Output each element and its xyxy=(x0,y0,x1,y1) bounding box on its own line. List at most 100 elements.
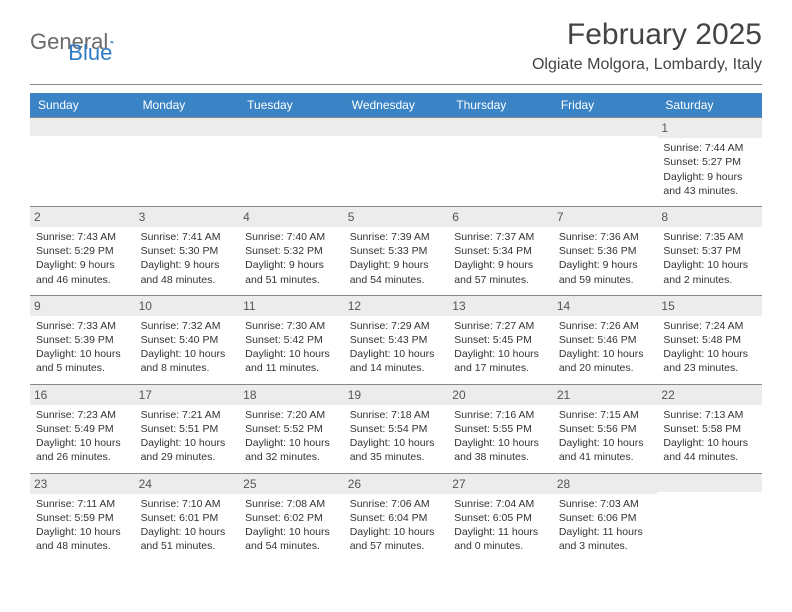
sunrise-text: Sunrise: 7:33 AM xyxy=(36,319,129,333)
calendar-cell: 20Sunrise: 7:16 AMSunset: 5:55 PMDayligh… xyxy=(448,384,553,473)
sunset-text: Sunset: 5:33 PM xyxy=(350,244,443,258)
sunset-text: Sunset: 5:42 PM xyxy=(245,333,338,347)
daylight2-text: and 23 minutes. xyxy=(663,361,756,375)
empty-day xyxy=(239,117,344,136)
daylight1-text: Daylight: 9 hours xyxy=(559,258,652,272)
calendar-cell: 12Sunrise: 7:29 AMSunset: 5:43 PMDayligh… xyxy=(344,295,449,384)
day-number: 28 xyxy=(553,473,658,494)
calendar-cell xyxy=(239,117,344,206)
sunrise-text: Sunrise: 7:06 AM xyxy=(350,497,443,511)
daylight2-text: and 59 minutes. xyxy=(559,273,652,287)
header: General Blue February 2025 Olgiate Molgo… xyxy=(0,0,792,80)
daylight1-text: Daylight: 9 hours xyxy=(141,258,234,272)
daylight1-text: Daylight: 10 hours xyxy=(36,436,129,450)
sunrise-text: Sunrise: 7:20 AM xyxy=(245,408,338,422)
daylight2-text: and 20 minutes. xyxy=(559,361,652,375)
daylight1-text: Daylight: 10 hours xyxy=(245,347,338,361)
calendar-cell: 8Sunrise: 7:35 AMSunset: 5:37 PMDaylight… xyxy=(657,206,762,295)
calendar-cell xyxy=(448,117,553,206)
sunset-text: Sunset: 5:58 PM xyxy=(663,422,756,436)
daylight2-text: and 35 minutes. xyxy=(350,450,443,464)
daylight2-text: and 14 minutes. xyxy=(350,361,443,375)
day-number: 23 xyxy=(30,473,135,494)
sunrise-text: Sunrise: 7:35 AM xyxy=(663,230,756,244)
day-number: 17 xyxy=(135,384,240,405)
day-number: 19 xyxy=(344,384,449,405)
logo-text-blue: Blue xyxy=(68,40,112,66)
sunset-text: Sunset: 5:32 PM xyxy=(245,244,338,258)
sunrise-text: Sunrise: 7:29 AM xyxy=(350,319,443,333)
empty-day xyxy=(30,117,135,136)
calendar-cell: 28Sunrise: 7:03 AMSunset: 6:06 PMDayligh… xyxy=(553,473,658,562)
sunset-text: Sunset: 5:34 PM xyxy=(454,244,547,258)
sunrise-text: Sunrise: 7:18 AM xyxy=(350,408,443,422)
calendar-cell: 26Sunrise: 7:06 AMSunset: 6:04 PMDayligh… xyxy=(344,473,449,562)
sunrise-text: Sunrise: 7:24 AM xyxy=(663,319,756,333)
divider xyxy=(30,84,762,85)
calendar-cell: 22Sunrise: 7:13 AMSunset: 5:58 PMDayligh… xyxy=(657,384,762,473)
daylight1-text: Daylight: 9 hours xyxy=(663,170,756,184)
sunset-text: Sunset: 6:05 PM xyxy=(454,511,547,525)
sunset-text: Sunset: 6:06 PM xyxy=(559,511,652,525)
calendar-cell: 11Sunrise: 7:30 AMSunset: 5:42 PMDayligh… xyxy=(239,295,344,384)
empty-day xyxy=(657,473,762,492)
calendar-cell: 27Sunrise: 7:04 AMSunset: 6:05 PMDayligh… xyxy=(448,473,553,562)
daylight2-text: and 5 minutes. xyxy=(36,361,129,375)
weekday-header: Wednesday xyxy=(344,93,449,117)
day-number: 16 xyxy=(30,384,135,405)
day-number: 21 xyxy=(553,384,658,405)
day-number: 4 xyxy=(239,206,344,227)
sunrise-text: Sunrise: 7:04 AM xyxy=(454,497,547,511)
daylight1-text: Daylight: 10 hours xyxy=(245,525,338,539)
daylight2-text: and 57 minutes. xyxy=(454,273,547,287)
daylight2-text: and 54 minutes. xyxy=(245,539,338,553)
daylight2-text: and 3 minutes. xyxy=(559,539,652,553)
sunset-text: Sunset: 5:37 PM xyxy=(663,244,756,258)
daylight1-text: Daylight: 9 hours xyxy=(36,258,129,272)
sunrise-text: Sunrise: 7:37 AM xyxy=(454,230,547,244)
sunrise-text: Sunrise: 7:40 AM xyxy=(245,230,338,244)
daylight1-text: Daylight: 10 hours xyxy=(454,347,547,361)
daylight1-text: Daylight: 10 hours xyxy=(559,347,652,361)
sunset-text: Sunset: 5:36 PM xyxy=(559,244,652,258)
calendar-cell: 7Sunrise: 7:36 AMSunset: 5:36 PMDaylight… xyxy=(553,206,658,295)
sunrise-text: Sunrise: 7:23 AM xyxy=(36,408,129,422)
daylight2-text: and 43 minutes. xyxy=(663,184,756,198)
sunrise-text: Sunrise: 7:10 AM xyxy=(141,497,234,511)
day-number: 25 xyxy=(239,473,344,494)
calendar-cell: 9Sunrise: 7:33 AMSunset: 5:39 PMDaylight… xyxy=(30,295,135,384)
calendar-cell xyxy=(344,117,449,206)
daylight2-text: and 32 minutes. xyxy=(245,450,338,464)
daylight2-text: and 44 minutes. xyxy=(663,450,756,464)
daylight1-text: Daylight: 10 hours xyxy=(141,525,234,539)
daylight2-text: and 48 minutes. xyxy=(141,273,234,287)
daylight2-text: and 11 minutes. xyxy=(245,361,338,375)
daylight1-text: Daylight: 10 hours xyxy=(245,436,338,450)
sunset-text: Sunset: 5:27 PM xyxy=(663,155,756,169)
sunrise-text: Sunrise: 7:43 AM xyxy=(36,230,129,244)
day-number: 24 xyxy=(135,473,240,494)
sunset-text: Sunset: 5:29 PM xyxy=(36,244,129,258)
daylight1-text: Daylight: 11 hours xyxy=(559,525,652,539)
calendar-cell xyxy=(553,117,658,206)
calendar-cell: 14Sunrise: 7:26 AMSunset: 5:46 PMDayligh… xyxy=(553,295,658,384)
daylight1-text: Daylight: 10 hours xyxy=(350,525,443,539)
daylight2-text: and 51 minutes. xyxy=(245,273,338,287)
daylight2-text: and 29 minutes. xyxy=(141,450,234,464)
calendar-cell: 3Sunrise: 7:41 AMSunset: 5:30 PMDaylight… xyxy=(135,206,240,295)
sunset-text: Sunset: 5:43 PM xyxy=(350,333,443,347)
sunset-text: Sunset: 5:59 PM xyxy=(36,511,129,525)
day-number: 7 xyxy=(553,206,658,227)
sunrise-text: Sunrise: 7:11 AM xyxy=(36,497,129,511)
calendar-cell: 21Sunrise: 7:15 AMSunset: 5:56 PMDayligh… xyxy=(553,384,658,473)
sunrise-text: Sunrise: 7:16 AM xyxy=(454,408,547,422)
day-number: 10 xyxy=(135,295,240,316)
calendar-cell: 25Sunrise: 7:08 AMSunset: 6:02 PMDayligh… xyxy=(239,473,344,562)
day-number: 1 xyxy=(657,117,762,138)
sunset-text: Sunset: 5:54 PM xyxy=(350,422,443,436)
sunset-text: Sunset: 5:48 PM xyxy=(663,333,756,347)
daylight2-text: and 17 minutes. xyxy=(454,361,547,375)
sunset-text: Sunset: 5:55 PM xyxy=(454,422,547,436)
empty-day xyxy=(344,117,449,136)
calendar-cell: 15Sunrise: 7:24 AMSunset: 5:48 PMDayligh… xyxy=(657,295,762,384)
